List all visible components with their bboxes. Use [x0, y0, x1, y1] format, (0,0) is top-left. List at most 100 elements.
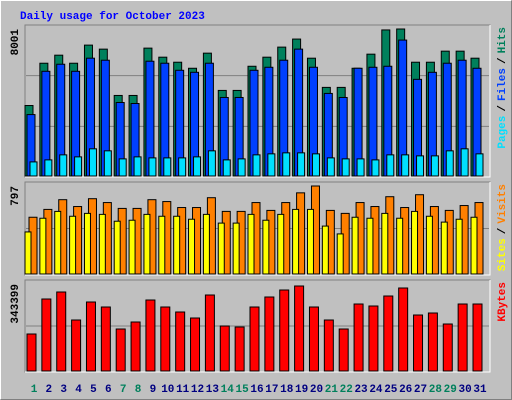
bar — [113, 220, 121, 275]
bar — [41, 298, 52, 372]
bar — [282, 152, 291, 177]
bar — [386, 154, 395, 177]
panel-edge — [25, 25, 491, 178]
bar — [381, 212, 389, 275]
legend-separator: / — [497, 105, 509, 112]
bar — [292, 208, 300, 275]
bar — [133, 156, 142, 177]
x-tick-label: 15 — [236, 384, 250, 396]
bar — [219, 325, 230, 372]
bar — [306, 208, 314, 275]
x-tick-label: 18 — [280, 384, 294, 396]
bar — [323, 319, 334, 372]
bar — [252, 154, 261, 177]
bar — [470, 216, 478, 275]
bar — [158, 215, 166, 275]
bar — [130, 321, 141, 372]
bar — [279, 289, 290, 372]
bar — [457, 303, 468, 372]
bar — [430, 155, 439, 177]
legend: KBytes — [497, 282, 509, 322]
bar — [24, 231, 32, 275]
bar — [411, 210, 419, 275]
x-tick-label: 13 — [206, 384, 220, 396]
x-tick-label: 8 — [135, 384, 142, 396]
x-tick-label: 20 — [310, 384, 323, 396]
x-tick-label: 4 — [75, 384, 82, 396]
x-tick-label: 31 — [473, 384, 487, 396]
panel-edge — [25, 280, 491, 373]
bar — [351, 216, 359, 275]
x-tick-label: 14 — [221, 384, 235, 396]
bar — [311, 153, 320, 177]
x-tick-label: 1 — [31, 384, 38, 396]
x-tick-label: 17 — [265, 384, 278, 396]
x-tick-label: 5 — [90, 384, 97, 396]
bar — [442, 323, 453, 372]
legend-entry: Sites — [497, 238, 509, 271]
bar — [475, 153, 484, 177]
bar — [74, 156, 83, 177]
x-tick-label: 7 — [120, 384, 127, 396]
x-tick-label: 22 — [340, 384, 353, 396]
chart-title: Daily usage for October 2023 — [20, 11, 205, 23]
bar — [277, 213, 285, 275]
legend-entry: Hits — [497, 27, 509, 53]
x-tick-label: 19 — [295, 384, 308, 396]
bar — [383, 295, 394, 372]
legend-entry: KBytes — [497, 282, 509, 322]
bar — [160, 306, 171, 372]
bar — [294, 285, 305, 372]
bar — [178, 157, 187, 177]
x-tick-label: 29 — [444, 384, 457, 396]
legend-entry: Visits — [497, 184, 509, 224]
legend-separator: / — [497, 227, 509, 234]
bar — [202, 213, 210, 275]
bar — [98, 213, 106, 275]
bar — [29, 161, 38, 177]
bar — [207, 150, 216, 177]
x-tick-label: 16 — [250, 384, 263, 396]
bar — [445, 150, 454, 177]
bar — [128, 219, 136, 275]
bar — [54, 210, 62, 275]
legend-entry: Pages — [497, 116, 509, 149]
bar — [413, 314, 424, 372]
bar — [163, 157, 172, 177]
bar — [356, 158, 365, 177]
bar — [416, 155, 425, 177]
bar — [396, 217, 404, 275]
bar — [188, 218, 196, 275]
bar — [39, 217, 47, 275]
bar — [115, 328, 126, 372]
x-tick-label: 27 — [414, 384, 427, 396]
x-tick-label: 26 — [399, 384, 412, 396]
bar — [455, 218, 463, 275]
bar — [368, 305, 379, 372]
bar — [118, 158, 127, 177]
bar — [262, 219, 270, 275]
bar — [267, 153, 276, 177]
bar — [26, 333, 37, 372]
bar — [204, 294, 215, 372]
x-tick-label: 28 — [429, 384, 443, 396]
bar — [143, 213, 151, 275]
bar — [71, 319, 82, 372]
bar — [85, 301, 96, 372]
x-tick-label: 10 — [161, 384, 174, 396]
x-tick-label: 21 — [325, 384, 339, 396]
legend-separator: / — [497, 57, 509, 64]
legend-entry: Files — [497, 68, 509, 101]
bar — [69, 215, 77, 275]
bar — [338, 328, 349, 372]
bar — [398, 287, 409, 372]
bar — [190, 317, 201, 372]
x-tick-label: 2 — [46, 384, 53, 396]
bar — [425, 215, 433, 275]
bar — [371, 159, 380, 177]
bar — [88, 148, 97, 177]
bar — [341, 158, 350, 177]
legend: Sites / Visits — [497, 184, 509, 271]
bar — [83, 212, 91, 275]
